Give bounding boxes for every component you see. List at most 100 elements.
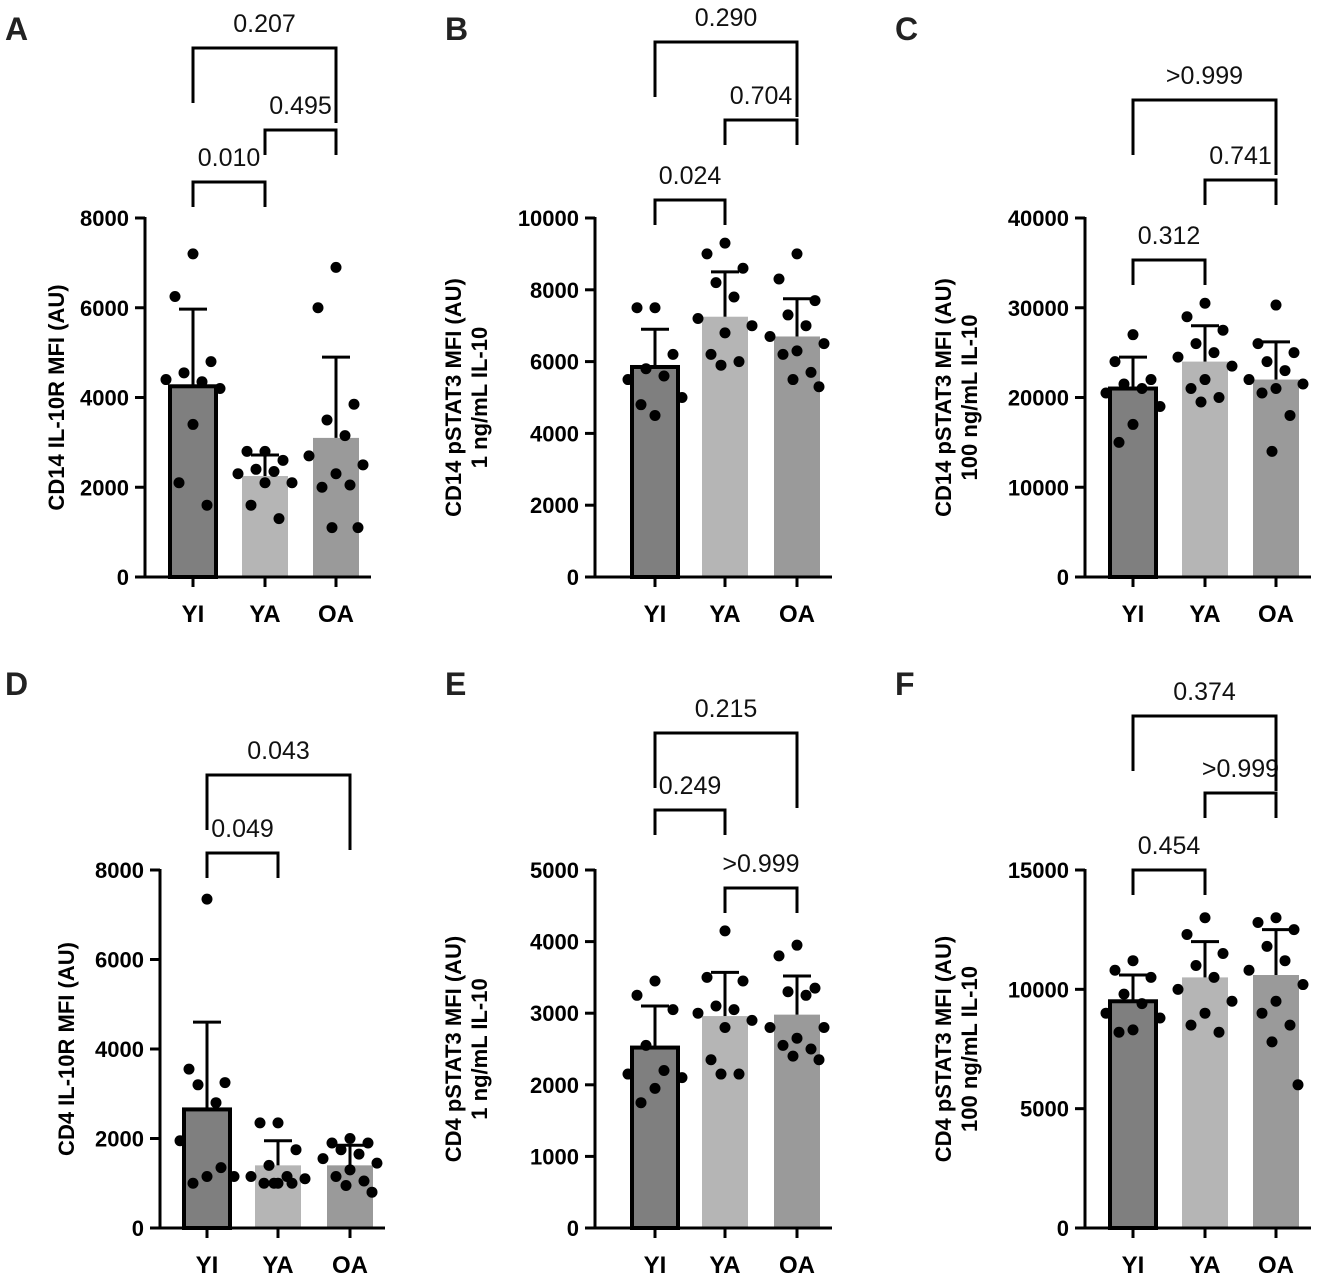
data-point (1190, 959, 1202, 971)
p-value-label: 0.290 (695, 4, 758, 32)
data-point (791, 345, 803, 357)
data-point (818, 1022, 830, 1034)
y-tick-label: 0 (117, 565, 129, 590)
data-point (245, 1171, 257, 1183)
data-point (692, 1007, 704, 1019)
data-point (312, 302, 324, 314)
y-tick-label: 4000 (530, 930, 579, 955)
panel-b: B CD14 pSTAT3 MFI (AU) 1 ng/mL IL-10 YI YA OA… (441, 4, 832, 628)
data-point (649, 302, 661, 314)
data-point (290, 1144, 302, 1156)
x-tick-label: YA (1189, 601, 1220, 628)
y-tick-label: 4000 (95, 1037, 144, 1062)
y-axis-label: CD14 IL-10R MFI (AU) (44, 284, 69, 510)
data-point (250, 463, 262, 475)
data-point (277, 454, 289, 466)
p-value-label: 0.215 (695, 695, 758, 723)
data-point (173, 477, 185, 489)
data-point (1199, 912, 1211, 924)
data-point (719, 1022, 731, 1034)
bar-yi (630, 1045, 680, 1230)
y-axis-label: CD4 IL-10R MFI (AU) (54, 942, 79, 1156)
data-point (187, 248, 199, 260)
data-point (773, 950, 785, 962)
significance-bracket (723, 118, 799, 145)
data-point (192, 1079, 204, 1091)
data-point (764, 330, 776, 342)
data-point (196, 376, 208, 388)
data-point (362, 1137, 374, 1149)
y-tick-label: 8000 (530, 278, 579, 303)
data-point (1284, 409, 1296, 421)
data-point (631, 302, 643, 314)
data-point (1208, 347, 1220, 359)
data-point (1213, 392, 1225, 403)
data-point (777, 348, 789, 360)
p-value-label: 0.043 (247, 737, 310, 765)
x-tick-label: YA (709, 601, 740, 628)
data-point (316, 481, 328, 493)
data-point (1297, 979, 1309, 991)
data-point (1136, 383, 1148, 395)
data-point (326, 1137, 338, 1149)
x-tick-label: YA (1189, 1252, 1220, 1279)
data-point (737, 262, 749, 274)
x-tick-label: OA (779, 1252, 815, 1279)
data-point (1199, 1007, 1211, 1019)
data-point (1195, 396, 1207, 408)
data-point (635, 399, 647, 411)
data-point (800, 989, 812, 1001)
data-point (299, 1173, 311, 1185)
significance-bracket (263, 128, 338, 155)
data-point (649, 409, 661, 421)
significance-bracket (653, 808, 727, 835)
y-tick-label: 5000 (1020, 1097, 1069, 1122)
data-point (1256, 387, 1268, 399)
bar-oa (1253, 379, 1299, 577)
data-point (818, 338, 830, 350)
panel-letter: C (895, 11, 918, 47)
data-point (782, 309, 794, 321)
data-point (1185, 1019, 1197, 1031)
x-tick-label: OA (318, 601, 354, 628)
data-point (348, 398, 360, 410)
data-point (710, 277, 722, 289)
y-tick-label: 6000 (95, 948, 144, 973)
data-point (1261, 940, 1273, 952)
data-point (1113, 1026, 1125, 1038)
y-axis-label: CD14 pSTAT3 MFI (AU) (931, 278, 956, 517)
data-point (1181, 928, 1193, 940)
y-axis-label: CD4 pSTAT3 MFI (AU) (931, 936, 956, 1163)
data-point (667, 348, 679, 360)
y-tick-label: 2000 (95, 1127, 144, 1152)
data-point (335, 1144, 347, 1156)
x-tick-label: OA (1258, 1252, 1294, 1279)
data-point (719, 237, 731, 249)
panel-letter: A (5, 11, 28, 47)
panel-letter: E (445, 666, 466, 702)
y-tick-label: 6000 (80, 296, 129, 321)
significance-bracket (205, 773, 352, 850)
y-tick-label: 10000 (1008, 475, 1069, 500)
y-tick-label: 10000 (518, 206, 579, 231)
data-point (273, 513, 285, 525)
significance-bracket (1131, 98, 1278, 175)
bar-ya (1182, 977, 1228, 1228)
data-point (286, 1177, 298, 1189)
x-tick-label: YI (644, 601, 667, 628)
bar-ya (702, 1016, 748, 1228)
data-point (358, 1175, 370, 1187)
bar-ya (255, 1165, 301, 1228)
data-point (1266, 445, 1278, 457)
y-tick-label: 10000 (1008, 977, 1069, 1002)
significance-bracket (723, 886, 799, 913)
y-axis-label: CD4 pSTAT3 MFI (AU) (441, 936, 466, 1163)
data-point (1217, 324, 1229, 336)
data-point (640, 363, 652, 375)
panel-a: A CD14 IL-10R MFI (AU) YI YA OA 0 2000 4000 6000… (5, 10, 371, 628)
panel-f: F CD4 pSTAT3 MFI (AU) 100 ng/mL IL-10 YI YA O… (895, 666, 1311, 1279)
x-tick-label: OA (779, 601, 815, 628)
data-point (649, 975, 661, 987)
x-tick-label: YI (644, 1252, 667, 1279)
